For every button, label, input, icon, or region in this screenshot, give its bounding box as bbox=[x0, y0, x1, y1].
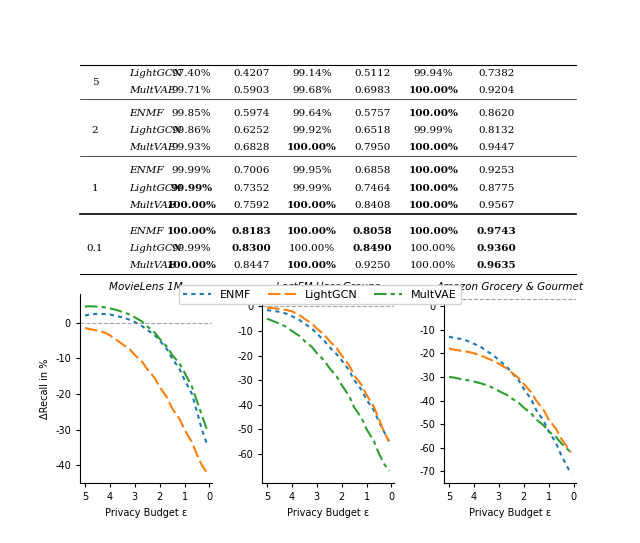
Text: 99.92%: 99.92% bbox=[292, 127, 332, 135]
Text: MultVAE: MultVAE bbox=[129, 200, 176, 210]
Text: 0.7352: 0.7352 bbox=[233, 184, 269, 193]
Text: 0.6828: 0.6828 bbox=[233, 143, 269, 153]
Text: 99.85%: 99.85% bbox=[172, 109, 211, 118]
Text: 0.7382: 0.7382 bbox=[479, 69, 515, 78]
Text: 0.6983: 0.6983 bbox=[355, 86, 391, 95]
Text: 0.9250: 0.9250 bbox=[355, 261, 391, 270]
Text: MultVAE: MultVAE bbox=[129, 143, 176, 153]
Text: 97.40%: 97.40% bbox=[172, 69, 211, 78]
Text: 1: 1 bbox=[92, 184, 98, 193]
Text: 0.7592: 0.7592 bbox=[233, 200, 269, 210]
Text: 100.00%: 100.00% bbox=[408, 109, 458, 118]
Text: LightGCN: LightGCN bbox=[129, 184, 182, 193]
Text: 0.8775: 0.8775 bbox=[479, 184, 515, 193]
Text: ENMF: ENMF bbox=[129, 227, 164, 236]
Text: LightGCN: LightGCN bbox=[129, 244, 182, 253]
Text: 0.9447: 0.9447 bbox=[479, 143, 515, 153]
Text: 0.7950: 0.7950 bbox=[355, 143, 391, 153]
X-axis label: Privacy Budget ε: Privacy Budget ε bbox=[469, 508, 551, 518]
Text: 0.9253: 0.9253 bbox=[479, 167, 515, 175]
Y-axis label: ΔRecall in %: ΔRecall in % bbox=[40, 358, 49, 419]
Text: 0.9360: 0.9360 bbox=[477, 244, 516, 253]
Title: LastFM User Groups: LastFM User Groups bbox=[276, 282, 380, 292]
Text: LightGCN: LightGCN bbox=[129, 69, 182, 78]
Title: Amazon Grocery & Gourmet: Amazon Grocery & Gourmet bbox=[436, 282, 584, 292]
Text: 100.00%: 100.00% bbox=[408, 200, 458, 210]
Text: 0.8132: 0.8132 bbox=[479, 127, 515, 135]
X-axis label: Privacy Budget ε: Privacy Budget ε bbox=[105, 508, 187, 518]
Text: 99.68%: 99.68% bbox=[292, 86, 332, 95]
Text: 0.8058: 0.8058 bbox=[353, 227, 392, 236]
Text: 0.6858: 0.6858 bbox=[355, 167, 391, 175]
Text: 0.4207: 0.4207 bbox=[233, 69, 269, 78]
Text: 0.8408: 0.8408 bbox=[355, 200, 391, 210]
Text: 0.9204: 0.9204 bbox=[479, 86, 515, 95]
Text: 100.00%: 100.00% bbox=[287, 261, 337, 270]
Title: MovieLens 1M: MovieLens 1M bbox=[109, 282, 183, 292]
Text: 99.99%: 99.99% bbox=[170, 184, 212, 193]
Text: 99.99%: 99.99% bbox=[292, 184, 332, 193]
Text: 0.5112: 0.5112 bbox=[355, 69, 391, 78]
Text: 5: 5 bbox=[92, 78, 98, 87]
Text: 99.71%: 99.71% bbox=[172, 86, 211, 95]
Text: 100.00%: 100.00% bbox=[408, 143, 458, 153]
Text: 0.7006: 0.7006 bbox=[233, 167, 269, 175]
Text: MultVAE: MultVAE bbox=[129, 86, 176, 95]
X-axis label: Privacy Budget ε: Privacy Budget ε bbox=[287, 508, 369, 518]
Text: 99.99%: 99.99% bbox=[172, 167, 211, 175]
Text: 0.8490: 0.8490 bbox=[353, 244, 392, 253]
Text: 0.1: 0.1 bbox=[86, 244, 103, 253]
Text: 0.5974: 0.5974 bbox=[233, 109, 269, 118]
Text: 100.00%: 100.00% bbox=[289, 244, 335, 253]
Text: ENMF: ENMF bbox=[129, 167, 164, 175]
Text: 100.00%: 100.00% bbox=[287, 143, 337, 153]
Text: MultVAE: MultVAE bbox=[129, 261, 176, 270]
Text: 99.99%: 99.99% bbox=[172, 244, 211, 253]
Text: 99.14%: 99.14% bbox=[292, 69, 332, 78]
Text: 0.5757: 0.5757 bbox=[355, 109, 391, 118]
Text: LightGCN: LightGCN bbox=[129, 127, 182, 135]
Text: ENMF: ENMF bbox=[129, 109, 164, 118]
Text: 100.00%: 100.00% bbox=[408, 167, 458, 175]
Text: 99.94%: 99.94% bbox=[413, 69, 453, 78]
Text: 0.6252: 0.6252 bbox=[233, 127, 269, 135]
Text: 100.00%: 100.00% bbox=[408, 227, 458, 236]
Text: 100.00%: 100.00% bbox=[166, 200, 216, 210]
Text: 0.9567: 0.9567 bbox=[479, 200, 515, 210]
Text: 100.00%: 100.00% bbox=[408, 184, 458, 193]
Text: 100.00%: 100.00% bbox=[410, 244, 456, 253]
Text: 0.8183: 0.8183 bbox=[231, 227, 271, 236]
Text: 99.99%: 99.99% bbox=[413, 127, 453, 135]
Text: 99.64%: 99.64% bbox=[292, 109, 332, 118]
Text: 100.00%: 100.00% bbox=[287, 200, 337, 210]
Text: 100.00%: 100.00% bbox=[287, 227, 337, 236]
Text: 0.8447: 0.8447 bbox=[233, 261, 269, 270]
Text: 0.8620: 0.8620 bbox=[479, 109, 515, 118]
Text: 0.9635: 0.9635 bbox=[477, 261, 516, 270]
Text: 99.86%: 99.86% bbox=[172, 127, 211, 135]
Text: 0.5903: 0.5903 bbox=[233, 86, 269, 95]
Text: 0.9743: 0.9743 bbox=[477, 227, 516, 236]
Text: 99.95%: 99.95% bbox=[292, 167, 332, 175]
Text: 0.8300: 0.8300 bbox=[231, 244, 271, 253]
Text: 100.00%: 100.00% bbox=[166, 227, 216, 236]
Text: 100.00%: 100.00% bbox=[410, 261, 456, 270]
Text: 2: 2 bbox=[92, 127, 98, 135]
Legend: ENMF, LightGCN, MultVAE: ENMF, LightGCN, MultVAE bbox=[179, 285, 461, 304]
Text: 0.7464: 0.7464 bbox=[355, 184, 391, 193]
Text: 0.6518: 0.6518 bbox=[355, 127, 391, 135]
Text: 100.00%: 100.00% bbox=[166, 261, 216, 270]
Text: 100.00%: 100.00% bbox=[408, 86, 458, 95]
Text: 99.93%: 99.93% bbox=[172, 143, 211, 153]
